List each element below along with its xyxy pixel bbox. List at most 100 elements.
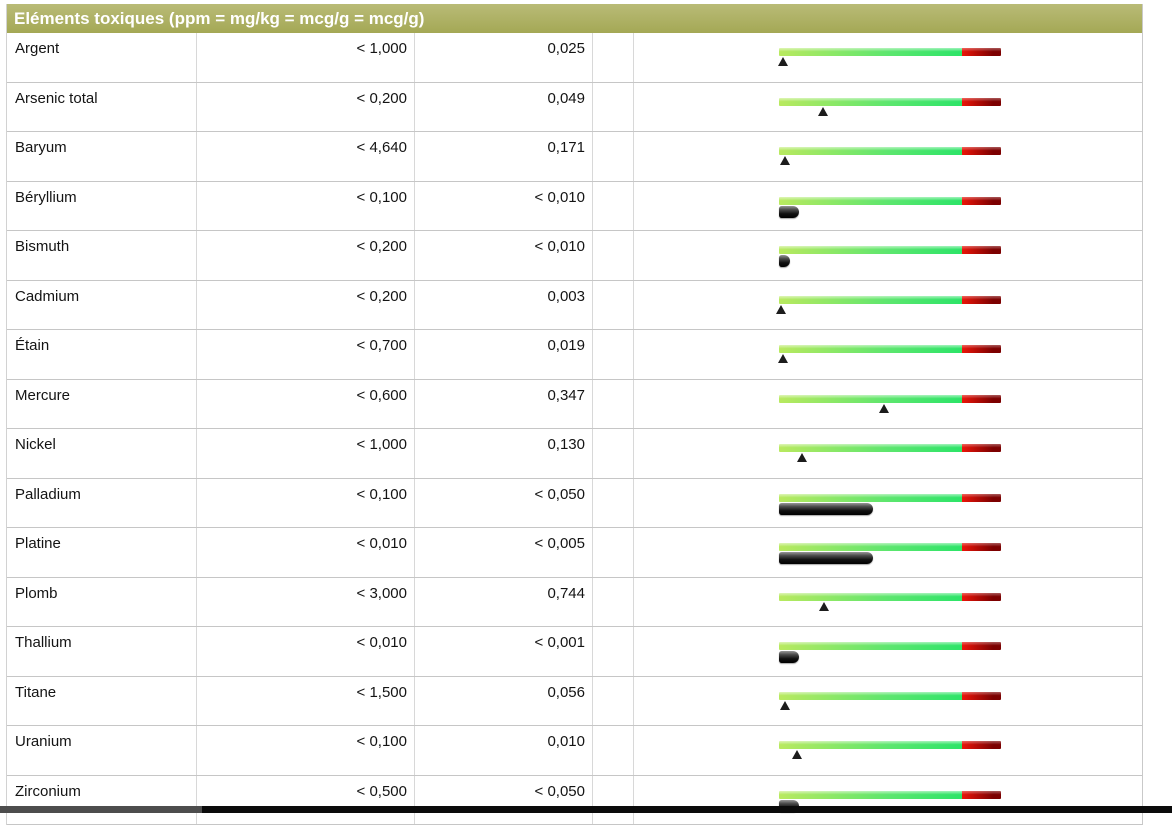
measured-value-cell: < 0,005 (415, 528, 593, 577)
detection-limit-cell: < 1,500 (197, 677, 415, 726)
bottom-edge-left-segment (0, 806, 202, 813)
detection-limit-cell: < 4,640 (197, 132, 415, 181)
bottom-window-edge (0, 806, 1172, 813)
gauge-bar (779, 296, 1001, 304)
gauge-green-zone (779, 197, 962, 205)
table-row: Bismuth < 0,200 < 0,010 (7, 231, 1142, 281)
gauge-green-zone (779, 147, 962, 155)
spacer-cell (593, 726, 634, 775)
spacer-cell (593, 231, 634, 280)
gauge-red-zone (962, 246, 1001, 254)
element-name-cell: Palladium (7, 479, 197, 528)
measured-value: 0,010 (547, 733, 585, 750)
element-name-cell: Bismuth (7, 231, 197, 280)
measured-value-cell: < 0,010 (415, 231, 593, 280)
gauge-bar (779, 791, 1001, 799)
gauge-cell (634, 281, 1142, 330)
gauge-green-zone (779, 791, 962, 799)
detection-limit-cell: < 0,200 (197, 83, 415, 132)
measured-value: < 0,005 (535, 535, 585, 552)
gauge-green-zone (779, 48, 962, 56)
gauge-red-zone (962, 791, 1001, 799)
gauge-green-zone (779, 741, 962, 749)
table-title: Eléments toxiques (ppm = mg/kg = mcg/g =… (14, 9, 424, 28)
measured-value: < 0,050 (535, 486, 585, 503)
element-name: Nickel (15, 436, 56, 453)
result-marker-triangle-icon (792, 750, 802, 759)
element-name-cell: Titane (7, 677, 197, 726)
gauge-bar (779, 444, 1001, 452)
detection-limit-cell: < 0,100 (197, 726, 415, 775)
measured-value: < 0,050 (535, 783, 585, 800)
gauge-cell (634, 182, 1142, 231)
element-name: Thallium (15, 634, 72, 651)
detection-limit-cell: < 0,200 (197, 281, 415, 330)
gauge-bar (779, 197, 1001, 205)
element-name: Arsenic total (15, 90, 98, 107)
element-name-cell: Baryum (7, 132, 197, 181)
gauge-red-zone (962, 98, 1001, 106)
detection-limit-cell: < 0,010 (197, 627, 415, 676)
bottom-edge-dark-bar (202, 806, 1172, 813)
table-header: Eléments toxiques (ppm = mg/kg = mcg/g =… (7, 4, 1142, 33)
measured-value: < 0,010 (535, 238, 585, 255)
results-table: Eléments toxiques (ppm = mg/kg = mcg/g =… (6, 4, 1143, 825)
gauge-cell (634, 776, 1142, 825)
gauge-red-zone (962, 296, 1001, 304)
element-name-cell: Arsenic total (7, 83, 197, 132)
gauge-green-zone (779, 494, 962, 502)
gauge-cell (634, 33, 1142, 82)
spacer-cell (593, 132, 634, 181)
gauge-red-zone (962, 494, 1001, 502)
detection-limit-value: < 0,200 (357, 238, 407, 255)
gauge-red-zone (962, 593, 1001, 601)
gauge-red-zone (962, 692, 1001, 700)
detection-limit-value: < 0,600 (357, 387, 407, 404)
result-marker-triangle-icon (776, 305, 786, 314)
gauge-bar (779, 642, 1001, 650)
table-row: Argent < 1,000 0,025 (7, 33, 1142, 83)
gauge-bar (779, 494, 1001, 502)
measured-value-cell: < 0,050 (415, 479, 593, 528)
gauge-cell (634, 726, 1142, 775)
gauge-cell (634, 330, 1142, 379)
table-row: Mercure < 0,600 0,347 (7, 380, 1142, 430)
measured-value: 0,056 (547, 684, 585, 701)
spacer-cell (593, 33, 634, 82)
gauge-bar (779, 692, 1001, 700)
element-name-cell: Uranium (7, 726, 197, 775)
element-name: Mercure (15, 387, 70, 404)
detection-limit-cell: < 0,700 (197, 330, 415, 379)
gauge-green-zone (779, 543, 962, 551)
gauge-cell (634, 627, 1142, 676)
gauge-bar (779, 345, 1001, 353)
gauge-green-zone (779, 593, 962, 601)
gauge-green-zone (779, 444, 962, 452)
gauge-red-zone (962, 444, 1001, 452)
below-detection-capsule (779, 651, 799, 663)
gauge-bar (779, 543, 1001, 551)
detection-limit-value: < 1,000 (357, 40, 407, 57)
element-name: Cadmium (15, 288, 79, 305)
spacer-cell (593, 677, 634, 726)
element-name: Uranium (15, 733, 72, 750)
table-row: Palladium < 0,100 < 0,050 (7, 479, 1142, 529)
gauge-bar (779, 246, 1001, 254)
gauge-red-zone (962, 741, 1001, 749)
detection-limit-value: < 3,000 (357, 585, 407, 602)
element-name-cell: Mercure (7, 380, 197, 429)
gauge-green-zone (779, 642, 962, 650)
gauge-green-zone (779, 345, 962, 353)
element-name: Palladium (15, 486, 81, 503)
detection-limit-value: < 0,010 (357, 634, 407, 651)
measured-value-cell: 0,019 (415, 330, 593, 379)
gauge-bar (779, 741, 1001, 749)
gauge-bar (779, 593, 1001, 601)
element-name-cell: Plomb (7, 578, 197, 627)
gauge-red-zone (962, 345, 1001, 353)
spacer-cell (593, 429, 634, 478)
element-name: Zirconium (15, 783, 81, 800)
detection-limit-cell: < 0,100 (197, 182, 415, 231)
element-name-cell: Cadmium (7, 281, 197, 330)
below-detection-capsule (779, 255, 790, 267)
